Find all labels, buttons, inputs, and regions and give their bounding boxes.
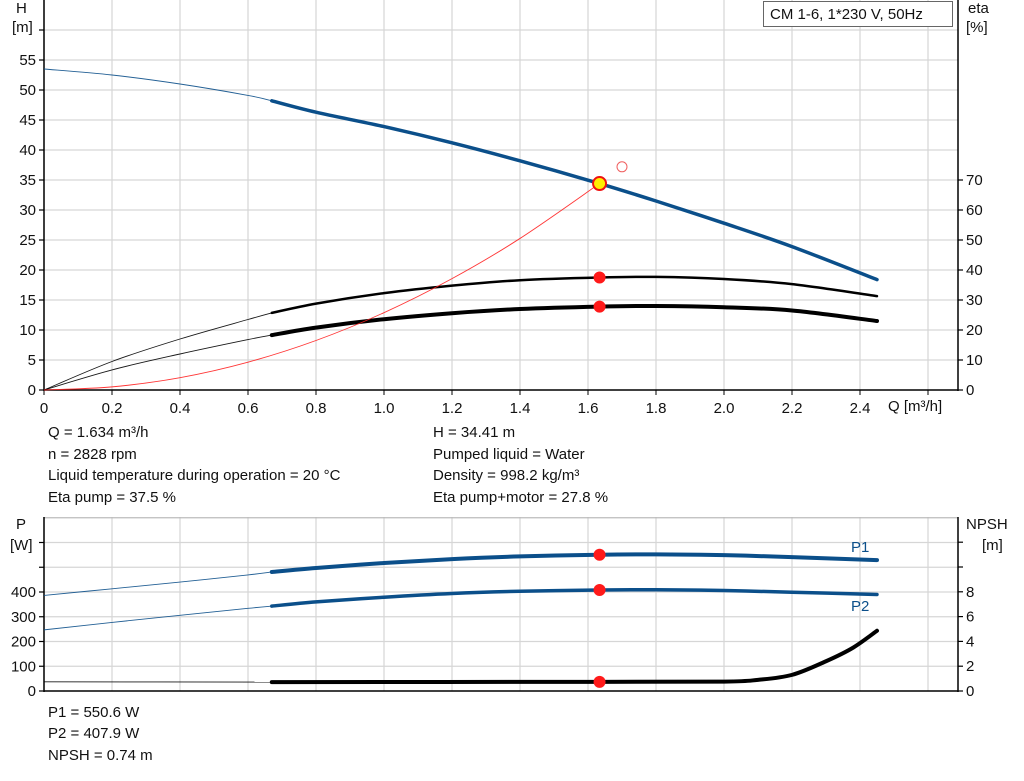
x-tick-label: 0.6 xyxy=(238,400,259,417)
left-tick-label: 10 xyxy=(19,322,36,339)
right-tick-label: 60 xyxy=(966,202,983,219)
result-npsh: NPSH = 0.74 m xyxy=(48,747,153,764)
npsh-duty-marker xyxy=(593,675,606,688)
p1-thin-line xyxy=(43,571,272,596)
left-tick-label: 200 xyxy=(11,634,36,651)
x-tick-label: 1.2 xyxy=(442,400,463,417)
left-tick-label: 20 xyxy=(19,262,36,279)
left-tick-label: 55 xyxy=(19,52,36,69)
left-tick-label: 400 xyxy=(11,584,36,601)
right-tick-label: 8 xyxy=(966,584,974,601)
left-tick-label: 15 xyxy=(19,292,36,309)
curve-0-2-thin-line xyxy=(43,334,272,391)
eta-pump-duty-marker xyxy=(593,271,606,284)
curve-0-1-thin-line xyxy=(43,312,272,391)
x-tick-label: 1.0 xyxy=(374,400,395,417)
left-tick-label: 25 xyxy=(19,232,36,249)
npsh-axis-unit: [m] xyxy=(982,537,1003,554)
x-tick-label: 1.8 xyxy=(646,400,667,417)
right-tick-label: 2 xyxy=(966,658,974,675)
curve-0-0-thin-line xyxy=(43,68,272,102)
x-tick-label: 2.0 xyxy=(714,400,735,417)
result-eta-pump: Eta pump = 37.5 % xyxy=(48,489,176,506)
left-tick-label: 50 xyxy=(19,82,36,99)
result-liquid-temperature: Liquid temperature during operation = 20… xyxy=(48,467,341,484)
x-tick-label: 2.4 xyxy=(850,400,871,417)
p1-series-label: P1 xyxy=(851,539,870,556)
right-tick-label: 0 xyxy=(966,683,974,700)
x-tick-label: 0 xyxy=(40,400,48,417)
right-tick-label: 50 xyxy=(966,232,983,249)
result-pumped-liquid: Pumped liquid = Water xyxy=(433,446,585,463)
result-p1: P1 = 550.6 W xyxy=(48,704,140,721)
right-tick-label: 10 xyxy=(966,352,983,369)
result-q: Q = 1.634 m³/h xyxy=(48,424,149,441)
chart-title-box: CM 1-6, 1*230 V, 50Hz xyxy=(763,1,953,27)
curve-0-2-thick-line xyxy=(269,303,879,338)
result-eta-total: Eta pump+motor = 27.8 % xyxy=(433,489,609,506)
eta-axis-unit: [%] xyxy=(966,19,988,36)
left-tick-label: 0 xyxy=(28,683,36,700)
p2-series-label: P2 xyxy=(851,598,870,615)
x-tick-label: 0.2 xyxy=(102,400,123,417)
right-tick-label: 70 xyxy=(966,172,983,189)
right-tick-label: 40 xyxy=(966,262,983,279)
npsh-axis-name: NPSH xyxy=(966,516,1008,533)
x-tick-label: 0.4 xyxy=(170,400,191,417)
result-head: H = 34.41 m xyxy=(433,424,516,441)
left-tick-label: 100 xyxy=(11,658,36,675)
left-tick-label: 300 xyxy=(11,609,36,626)
result-density: Density = 998.2 kg/m³ xyxy=(433,467,580,484)
requested-point-marker xyxy=(616,161,628,173)
p-axis-name: P xyxy=(16,516,27,533)
left-tick-label: 45 xyxy=(19,112,36,129)
left-tick-label: 30 xyxy=(19,202,36,219)
left-tick-label: 35 xyxy=(19,172,36,189)
x-tick-label: 2.2 xyxy=(782,400,803,417)
p-axis-unit: [W] xyxy=(10,537,33,554)
p1-thick-line xyxy=(269,552,879,574)
p1-duty-marker xyxy=(593,548,606,561)
left-tick-label: 40 xyxy=(19,142,36,159)
x-tick-label: 1.4 xyxy=(510,400,531,417)
p2-thick-line xyxy=(270,587,879,608)
right-tick-label: 6 xyxy=(966,609,974,626)
x-tick-label: 1.6 xyxy=(578,400,599,417)
curve-0-3-thin-line xyxy=(43,183,600,391)
h-axis-unit: [m] xyxy=(12,19,33,36)
curve-1-2-thick-line xyxy=(269,628,879,685)
curve-0-0-thick-line xyxy=(270,99,879,282)
result-speed: n = 2828 rpm xyxy=(48,446,137,463)
x-tick-label: 0.8 xyxy=(306,400,327,417)
duty-point-marker xyxy=(592,176,608,192)
result-p2: P2 = 407.9 W xyxy=(48,725,140,742)
right-tick-label: 30 xyxy=(966,292,983,309)
p2-thin-line xyxy=(43,605,272,631)
right-tick-label: 4 xyxy=(966,633,974,650)
q-axis-label: Q [m³/h] xyxy=(888,398,943,415)
eta-total-duty-marker xyxy=(593,300,606,313)
right-tick-label: 20 xyxy=(966,322,983,339)
eta-axis-name: eta xyxy=(968,0,989,17)
right-tick-label: 0 xyxy=(966,382,974,399)
left-tick-label: 5 xyxy=(28,352,36,369)
p2-duty-marker xyxy=(593,584,606,597)
h-axis-name: H xyxy=(16,0,27,17)
left-tick-label: 0 xyxy=(28,382,36,399)
curve-0-1-thick-line xyxy=(270,275,879,315)
